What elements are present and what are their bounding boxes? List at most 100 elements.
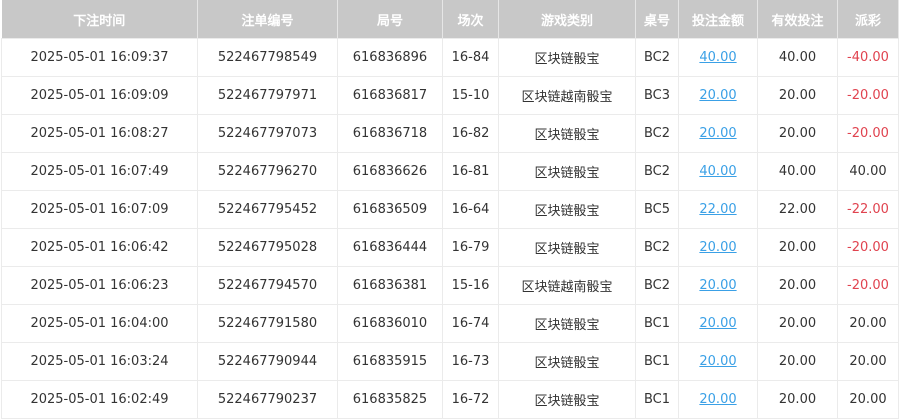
bet-amount-link[interactable]: 20.00 [699, 240, 737, 255]
bet-amount-link[interactable]: 20.00 [699, 126, 737, 141]
cell-bet-id: 522467798549 [197, 38, 338, 77]
header-table-no: 桌号 [635, 0, 679, 39]
cell-valid-bet: 20.00 [757, 228, 838, 267]
cell-bet-amount: 22.00 [678, 190, 758, 229]
cell-session: 16-84 [442, 38, 499, 77]
cell-payout: 40.00 [837, 152, 899, 191]
header-game-type: 游戏类别 [498, 0, 636, 39]
cell-bet-id: 522467794570 [197, 266, 338, 305]
cell-game-type: 区块链骰宝 [498, 114, 636, 153]
cell-bet-time: 2025-05-01 16:07:09 [1, 190, 198, 229]
cell-bet-id: 522467797971 [197, 76, 338, 115]
cell-valid-bet: 20.00 [757, 76, 838, 115]
cell-bet-amount: 20.00 [678, 76, 758, 115]
cell-valid-bet: 40.00 [757, 38, 838, 77]
cell-table-no: BC1 [635, 380, 679, 419]
cell-payout: 20.00 [837, 380, 899, 419]
cell-game-type: 区块链骰宝 [498, 228, 636, 267]
cell-payout: 20.00 [837, 342, 899, 381]
cell-payout: -20.00 [837, 114, 899, 153]
cell-table-no: BC2 [635, 266, 679, 305]
table-row: 2025-05-01 16:02:49 522467790237 616835825… [1, 380, 899, 419]
cell-bet-time: 2025-05-01 16:03:24 [1, 342, 198, 381]
cell-table-no: BC3 [635, 76, 679, 115]
cell-game-type: 区块链骰宝 [498, 152, 636, 191]
cell-bet-amount: 20.00 [678, 304, 758, 343]
table-row: 2025-05-01 16:07:49 522467796270 616836626… [1, 152, 899, 191]
cell-session: 16-72 [442, 380, 499, 419]
cell-session: 16-82 [442, 114, 499, 153]
cell-payout: 20.00 [837, 304, 899, 343]
cell-payout: -20.00 [837, 228, 899, 267]
cell-bet-time: 2025-05-01 16:08:27 [1, 114, 198, 153]
cell-valid-bet: 20.00 [757, 380, 838, 419]
cell-game-type: 区块链越南骰宝 [498, 266, 636, 305]
cell-session: 16-73 [442, 342, 499, 381]
cell-valid-bet: 20.00 [757, 266, 838, 305]
cell-bet-time: 2025-05-01 16:06:23 [1, 266, 198, 305]
bet-records-table: 下注时间 注单编号 局号 场次 游戏类别 桌号 投注金额 有效投注 派彩 2025-05-01 … [1, 0, 899, 419]
bet-amount-link[interactable]: 20.00 [699, 88, 737, 103]
cell-valid-bet: 40.00 [757, 152, 838, 191]
bet-amount-link[interactable]: 22.00 [699, 202, 737, 217]
bet-amount-link[interactable]: 20.00 [699, 316, 737, 331]
cell-bet-time: 2025-05-01 16:07:49 [1, 152, 198, 191]
cell-session: 16-64 [442, 190, 499, 229]
bet-amount-link[interactable]: 40.00 [699, 50, 737, 65]
header-bet-id: 注单编号 [197, 0, 338, 39]
cell-bet-id: 522467795028 [197, 228, 338, 267]
bet-amount-link[interactable]: 40.00 [699, 164, 737, 179]
cell-game-type: 区块链骰宝 [498, 342, 636, 381]
bet-amount-link[interactable]: 20.00 [699, 278, 737, 293]
cell-table-no: BC2 [635, 228, 679, 267]
table-header: 下注时间 注单编号 局号 场次 游戏类别 桌号 投注金额 有效投注 派彩 [1, 0, 899, 39]
header-valid-bet: 有效投注 [757, 0, 838, 39]
cell-round-id: 616836817 [337, 76, 443, 115]
cell-bet-id: 522467790944 [197, 342, 338, 381]
cell-game-type: 区块链骰宝 [498, 38, 636, 77]
cell-bet-amount: 20.00 [678, 380, 758, 419]
cell-round-id: 616836010 [337, 304, 443, 343]
cell-round-id: 616836626 [337, 152, 443, 191]
cell-session: 15-16 [442, 266, 499, 305]
cell-game-type: 区块链骰宝 [498, 380, 636, 419]
cell-bet-id: 522467797073 [197, 114, 338, 153]
header-payout: 派彩 [837, 0, 899, 39]
cell-round-id: 616836718 [337, 114, 443, 153]
cell-bet-amount: 40.00 [678, 38, 758, 77]
bet-amount-link[interactable]: 20.00 [699, 354, 737, 369]
cell-bet-time: 2025-05-01 16:06:42 [1, 228, 198, 267]
cell-session: 15-10 [442, 76, 499, 115]
cell-valid-bet: 20.00 [757, 304, 838, 343]
header-bet-amount: 投注金额 [678, 0, 758, 39]
cell-valid-bet: 20.00 [757, 114, 838, 153]
cell-bet-id: 522467795452 [197, 190, 338, 229]
cell-valid-bet: 22.00 [757, 190, 838, 229]
cell-round-id: 616835915 [337, 342, 443, 381]
cell-bet-amount: 20.00 [678, 342, 758, 381]
cell-bet-id: 522467791580 [197, 304, 338, 343]
header-session: 场次 [442, 0, 499, 39]
cell-table-no: BC5 [635, 190, 679, 229]
cell-session: 16-81 [442, 152, 499, 191]
cell-bet-time: 2025-05-01 16:09:37 [1, 38, 198, 77]
header-round-id: 局号 [337, 0, 443, 39]
cell-bet-time: 2025-05-01 16:02:49 [1, 380, 198, 419]
cell-game-type: 区块链越南骰宝 [498, 76, 636, 115]
cell-payout: -20.00 [837, 76, 899, 115]
table-row: 2025-05-01 16:09:37 522467798549 616836896… [1, 38, 899, 77]
cell-game-type: 区块链骰宝 [498, 304, 636, 343]
cell-payout: -20.00 [837, 266, 899, 305]
cell-table-no: BC2 [635, 114, 679, 153]
cell-payout: -22.00 [837, 190, 899, 229]
table-row: 2025-05-01 16:07:09 522467795452 616836509… [1, 190, 899, 229]
cell-bet-amount: 20.00 [678, 114, 758, 153]
table-row: 2025-05-01 16:06:42 522467795028 616836444… [1, 228, 899, 267]
cell-round-id: 616836509 [337, 190, 443, 229]
cell-round-id: 616835825 [337, 380, 443, 419]
cell-bet-amount: 20.00 [678, 228, 758, 267]
header-bet-time: 下注时间 [1, 0, 198, 39]
bet-amount-link[interactable]: 20.00 [699, 392, 737, 407]
cell-payout: -40.00 [837, 38, 899, 77]
cell-session: 16-74 [442, 304, 499, 343]
